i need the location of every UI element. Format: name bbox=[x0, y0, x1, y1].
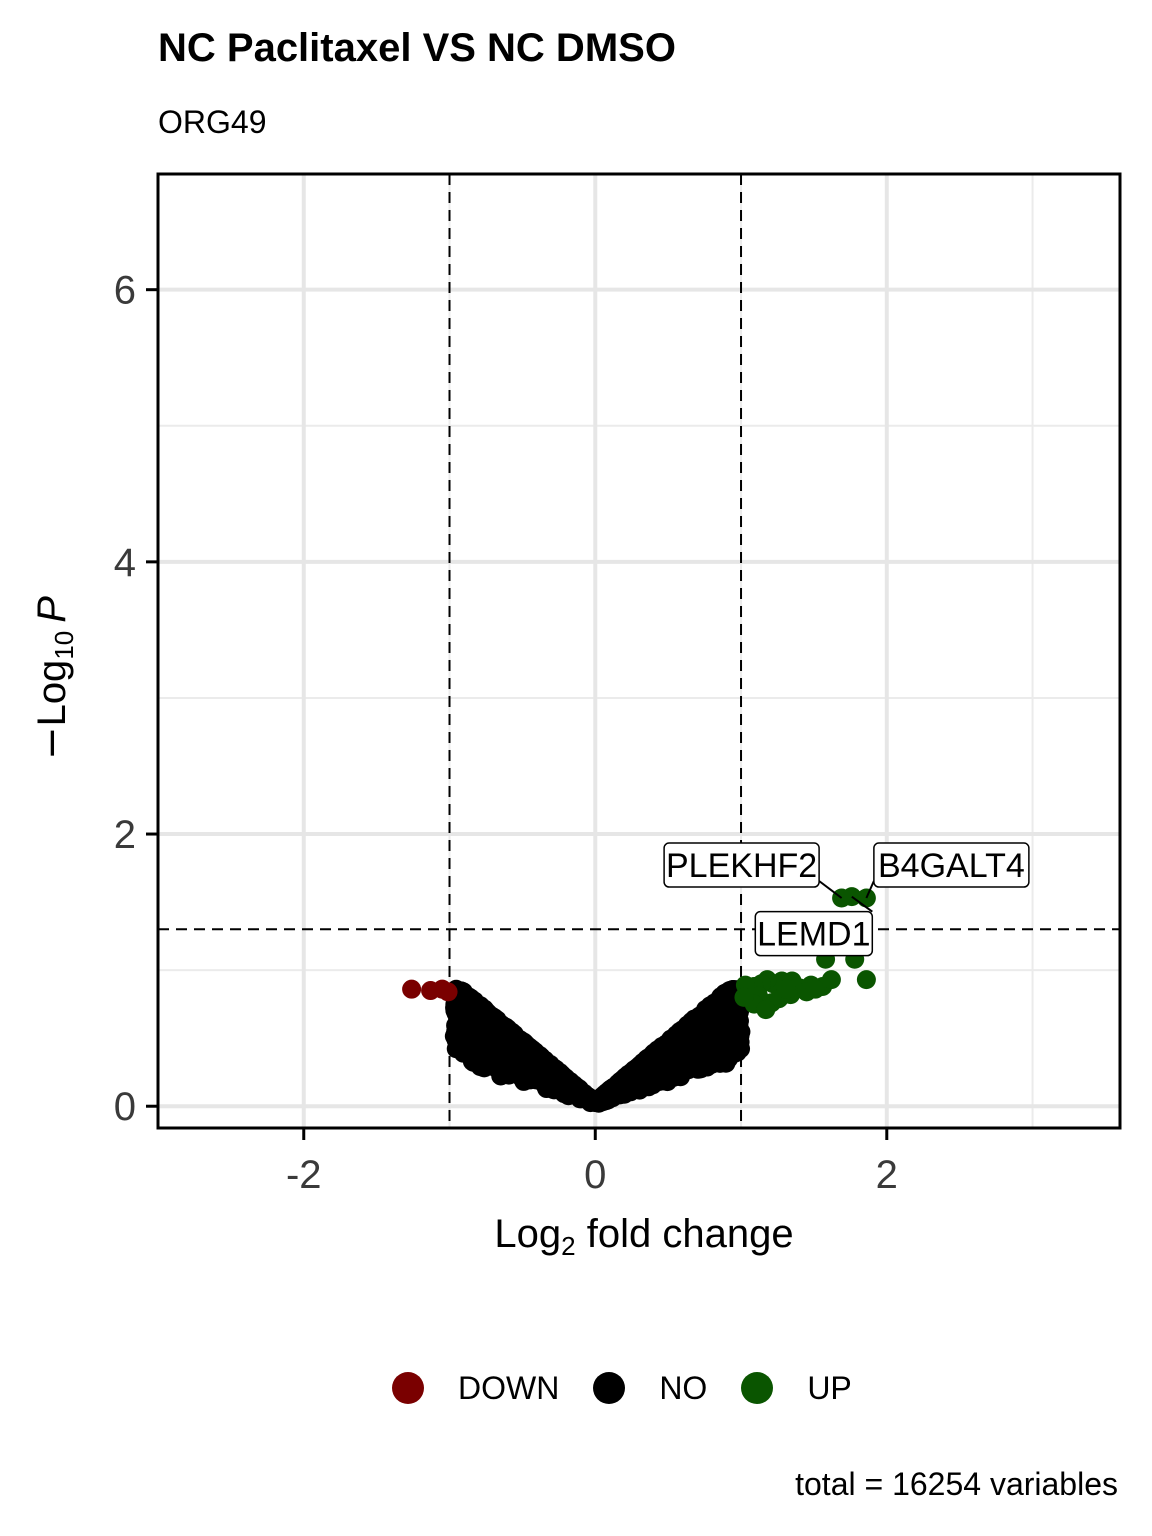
label-box bbox=[754, 910, 874, 957]
x-axis-label-prefix: Log bbox=[494, 1212, 562, 1256]
legend-label-down: DOWN bbox=[458, 1369, 560, 1406]
point-no bbox=[645, 1071, 665, 1091]
point-up bbox=[856, 970, 876, 990]
label-box bbox=[663, 842, 820, 888]
point-up bbox=[805, 979, 825, 999]
point-down bbox=[402, 979, 422, 999]
point-up bbox=[821, 970, 841, 990]
point-no bbox=[720, 1004, 740, 1024]
legend-key-no bbox=[593, 1372, 626, 1404]
point-no bbox=[723, 1037, 743, 1057]
x-tick-label: 0 bbox=[584, 1153, 606, 1197]
x-axis-label-suffix: fold change bbox=[575, 1212, 794, 1256]
legend-label-up: UP bbox=[807, 1369, 852, 1406]
point-no bbox=[603, 1081, 623, 1101]
point-no bbox=[448, 1017, 468, 1037]
panel-border bbox=[156, 172, 1122, 1130]
y-tick-label: 2 bbox=[114, 813, 136, 857]
y-axis-label-sign: − bbox=[29, 726, 75, 760]
chart-subtitle: ORG49 bbox=[158, 104, 267, 140]
legend-key-up bbox=[741, 1372, 774, 1404]
legend-item-down: DOWN bbox=[392, 1370, 559, 1407]
point-no bbox=[463, 1021, 483, 1041]
label-leader-line bbox=[818, 880, 843, 899]
point-no bbox=[458, 992, 478, 1012]
legend-item-no: NO bbox=[593, 1370, 707, 1407]
point-no bbox=[470, 1057, 490, 1077]
point-no bbox=[623, 1063, 643, 1083]
label-box bbox=[873, 842, 1030, 888]
chart-title: NC Paclitaxel VS NC DMSO bbox=[158, 26, 676, 70]
point-no bbox=[499, 1035, 519, 1055]
x-tick-label: -2 bbox=[286, 1153, 322, 1197]
point-no bbox=[553, 1066, 573, 1086]
point-no bbox=[582, 1091, 602, 1111]
label-leader-line bbox=[865, 880, 875, 899]
legend-key-down bbox=[392, 1372, 424, 1404]
point-no bbox=[518, 1042, 538, 1062]
y-axis-label-prefix: Log bbox=[30, 659, 74, 727]
legend-item-up: UP bbox=[741, 1369, 852, 1407]
point-no bbox=[672, 1032, 692, 1052]
x-axis-label-subscript: 2 bbox=[561, 1231, 576, 1261]
point-no bbox=[660, 1051, 680, 1071]
point-down bbox=[438, 982, 458, 1002]
point-label: PLEKHF2 bbox=[666, 847, 817, 885]
point-no bbox=[637, 1049, 657, 1069]
point-no bbox=[492, 1017, 512, 1037]
x-tick-label: 2 bbox=[876, 1153, 898, 1197]
point-up bbox=[776, 979, 796, 999]
point-up bbox=[756, 1000, 776, 1020]
data-points bbox=[402, 887, 876, 1113]
y-axis-label-suffix: P bbox=[30, 596, 74, 623]
x-axis-label: Log2 fold change bbox=[494, 1212, 794, 1259]
chart-caption: total = 16254 variables bbox=[795, 1466, 1118, 1502]
y-tick-label: 0 bbox=[114, 1085, 136, 1129]
y-tick-label: 6 bbox=[114, 269, 136, 313]
point-label: LEMD1 bbox=[757, 916, 870, 954]
point-no bbox=[474, 999, 494, 1019]
cutoff-lines bbox=[158, 174, 1120, 1128]
point-no bbox=[565, 1077, 585, 1097]
legend: DOWN NO UP bbox=[392, 1366, 886, 1410]
y-tick-label: 4 bbox=[114, 541, 136, 585]
y-axis-label: −Log10 P bbox=[22, 596, 82, 760]
point-up bbox=[734, 987, 754, 1007]
point-no bbox=[706, 1029, 726, 1049]
point-no bbox=[488, 1059, 508, 1079]
legend-label-no: NO bbox=[659, 1369, 708, 1406]
grid-layer bbox=[158, 174, 1120, 1128]
label-leader-line bbox=[851, 895, 873, 913]
axes: -2 0 2 0 2 4 6 bbox=[114, 269, 898, 1197]
y-axis-label-subscript: 10 bbox=[49, 630, 79, 660]
point-label: B4GALT4 bbox=[878, 847, 1025, 885]
